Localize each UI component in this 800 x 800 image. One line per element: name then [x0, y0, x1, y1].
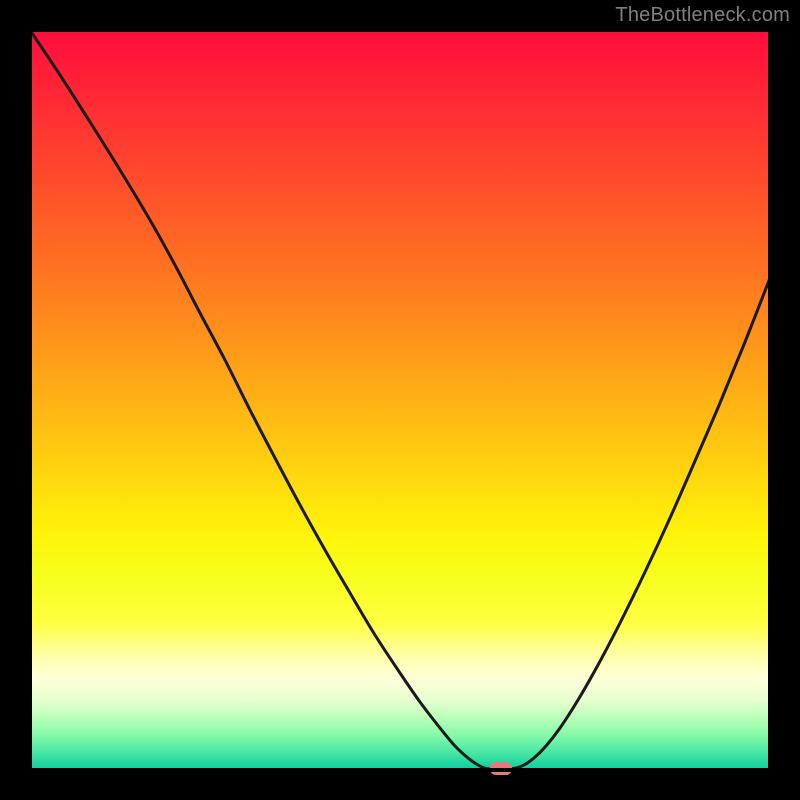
- chart-frame: TheBottleneck.com: [0, 0, 800, 800]
- gradient-background: [30, 30, 770, 770]
- bottleneck-chart-svg: [0, 0, 800, 800]
- watermark-text: TheBottleneck.com: [615, 4, 790, 27]
